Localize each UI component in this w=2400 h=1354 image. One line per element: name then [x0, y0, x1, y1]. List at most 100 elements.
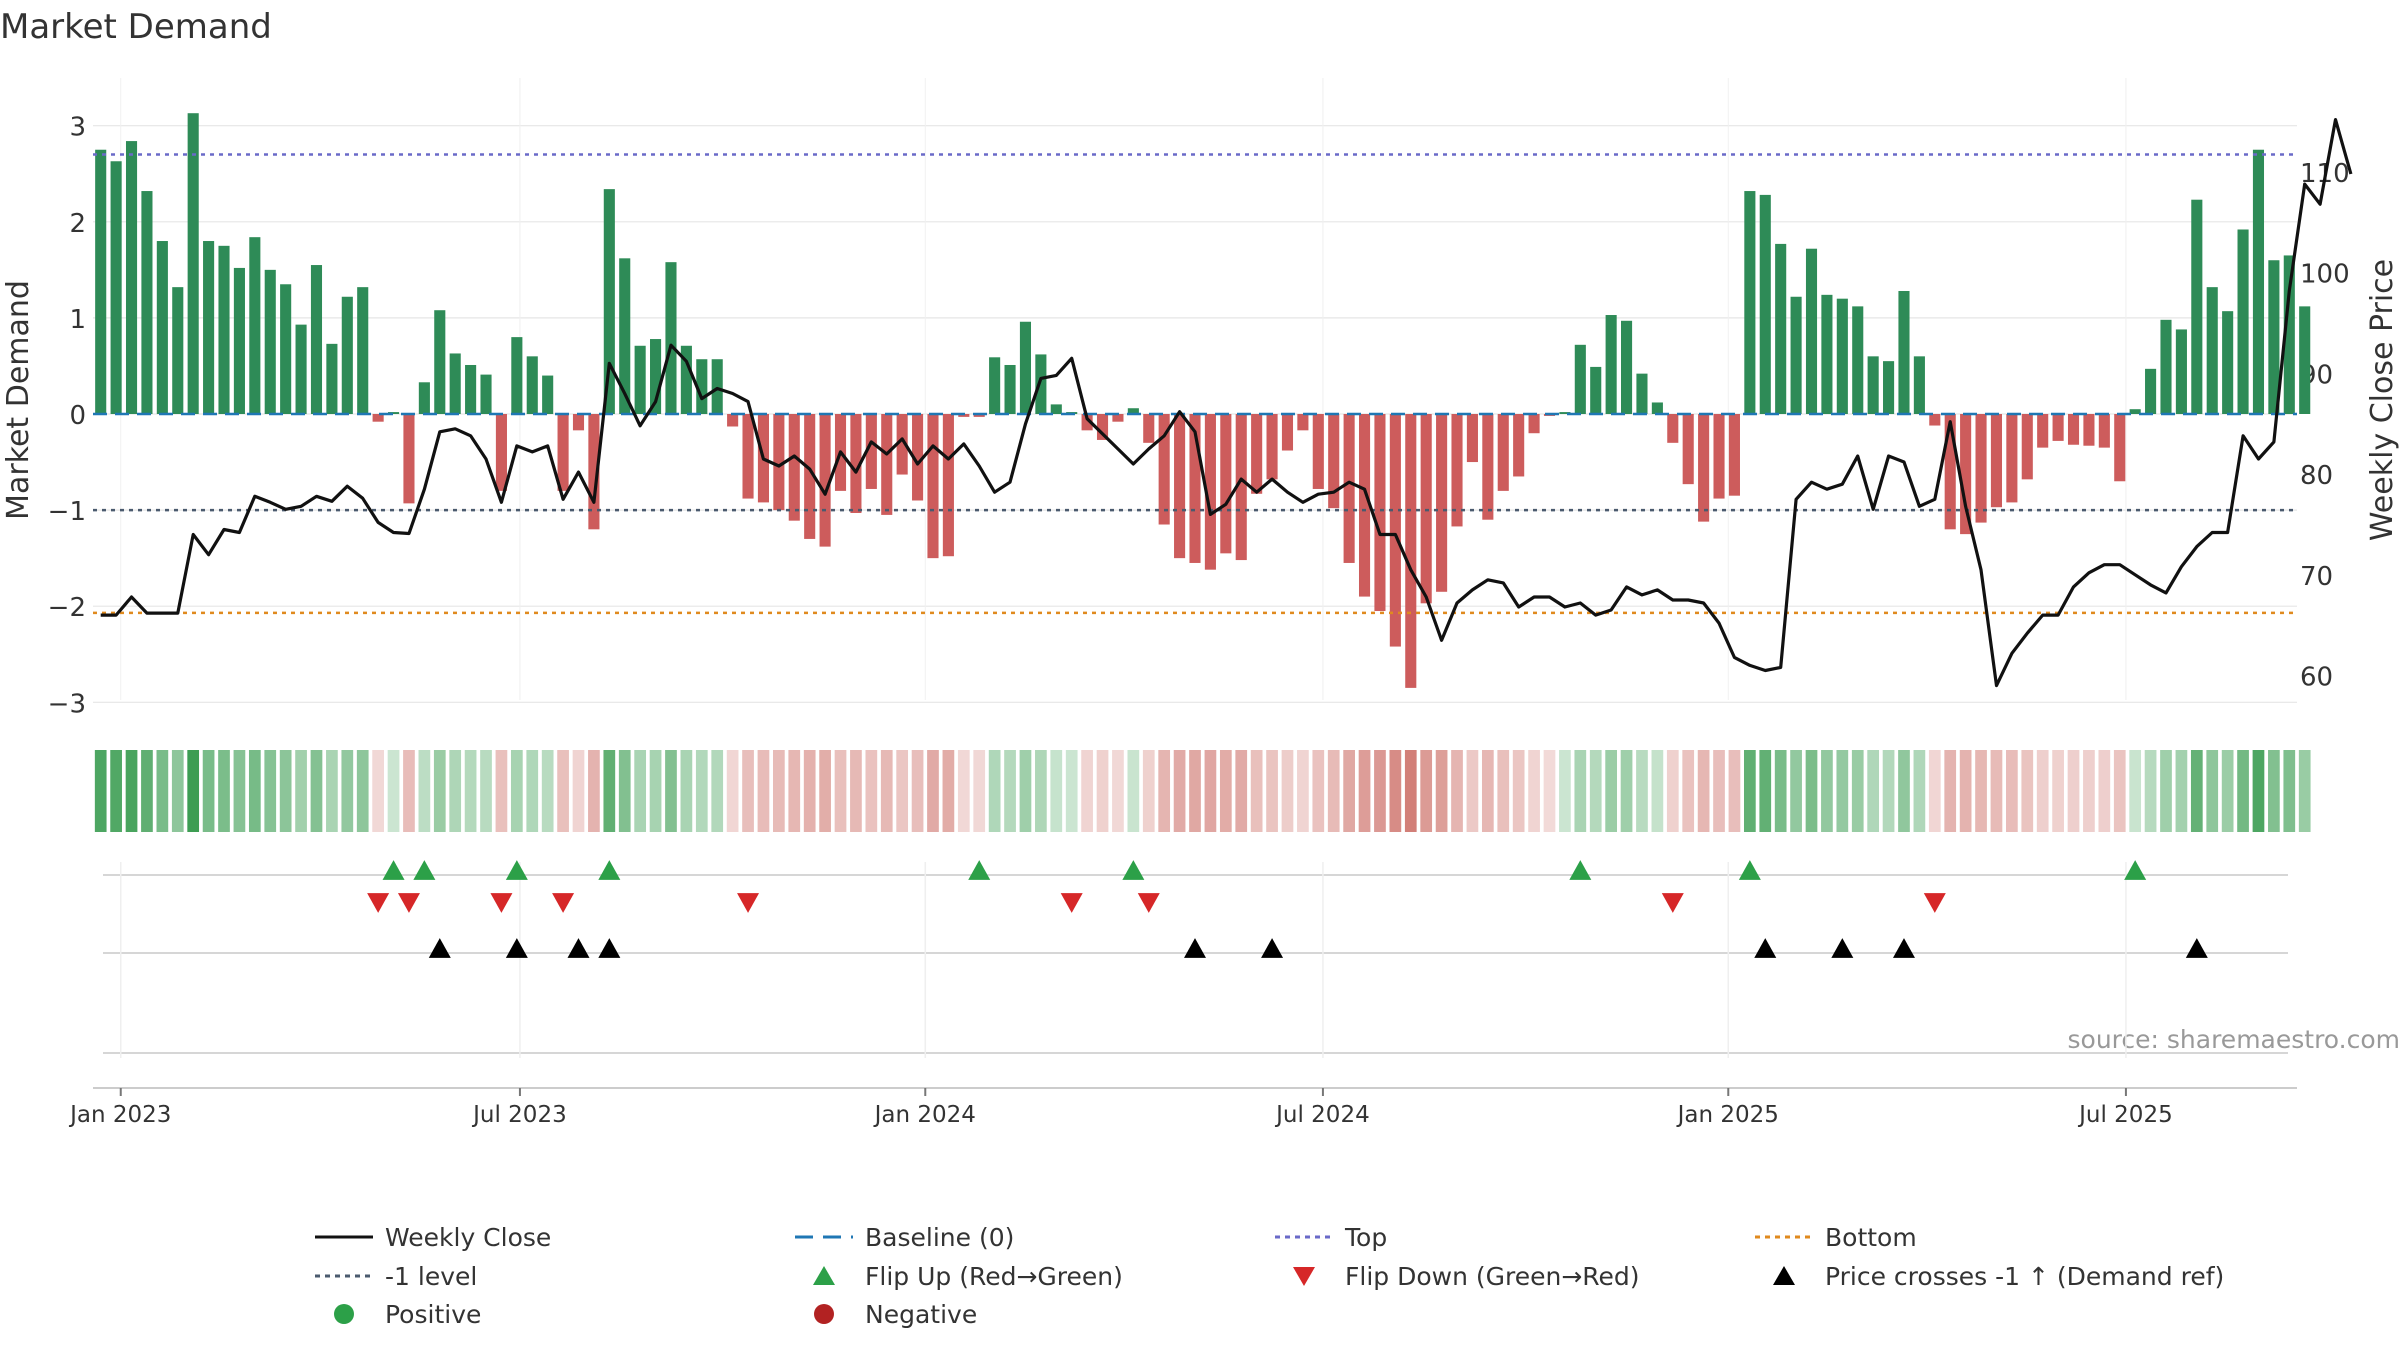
price-cross-marker — [1893, 938, 1915, 958]
heat-strip-cell — [2114, 750, 2126, 832]
legend-item: Negative — [814, 1300, 977, 1329]
demand-bar-negative — [2114, 414, 2125, 481]
demand-bar-positive — [1898, 291, 1909, 414]
price-cross-marker — [598, 938, 620, 958]
heat-strip-cell — [1667, 750, 1679, 832]
heat-strip-cell — [1035, 750, 1047, 832]
demand-bar-negative — [1529, 414, 1540, 433]
heat-strip-cell — [2037, 750, 2049, 832]
heat-strip-cell — [311, 750, 323, 832]
demand-bar-negative — [1374, 414, 1385, 611]
heat-strip-cell — [1590, 750, 1602, 832]
demand-bar-positive — [989, 357, 1000, 414]
legend-label: Price crosses -1 ↑ (Demand ref) — [1825, 1262, 2224, 1291]
demand-bar-positive — [141, 191, 152, 414]
demand-bar-negative — [1297, 414, 1308, 430]
heat-strip-cell — [218, 750, 230, 832]
heat-strip-cell — [1944, 750, 1956, 832]
demand-bar-positive — [203, 241, 214, 414]
demand-bar-positive — [1821, 295, 1832, 414]
heat-strip-cell — [1359, 750, 1371, 832]
heat-strip-cell — [1682, 750, 1694, 832]
demand-bar-negative — [2022, 414, 2033, 479]
heat-strip-cell — [2083, 750, 2095, 832]
heat-strip-cell — [1991, 750, 2003, 832]
legend-item: -1 level — [315, 1262, 477, 1291]
flip-down-marker — [552, 893, 574, 913]
heat-strip-cell — [1312, 750, 1324, 832]
heat-strip-cell — [1112, 750, 1124, 832]
demand-bar-positive — [2207, 287, 2218, 414]
demand-bar-positive — [1020, 322, 1031, 414]
x-tick-label: Jul 2025 — [2077, 1102, 2173, 1128]
heat-strip-cell — [1821, 750, 1833, 832]
demand-bar-positive — [188, 113, 199, 414]
heat-strip-cell — [1158, 750, 1170, 832]
y-tick-label-right: 80 — [2300, 461, 2333, 491]
y-tick-label-left: 0 — [69, 401, 86, 431]
legend-item: Baseline (0) — [795, 1223, 1014, 1252]
demand-bar-positive — [1760, 195, 1771, 414]
heat-strip-cell — [773, 750, 785, 832]
legend-label: Baseline (0) — [865, 1223, 1014, 1252]
demand-bar-positive — [157, 241, 168, 414]
x-tick-label: Jan 2023 — [68, 1102, 171, 1128]
heat-strip-cell — [1467, 750, 1479, 832]
heat-strip-cell — [1883, 750, 1895, 832]
demand-bar-positive — [480, 375, 491, 414]
heat-strip-cell — [973, 750, 985, 832]
demand-bar-positive — [2176, 329, 2187, 414]
y-tick-label-left: 2 — [69, 209, 86, 239]
heat-strip-cell — [1436, 750, 1448, 832]
demand-bar-negative — [1482, 414, 1493, 520]
flip-down-marker — [1662, 893, 1684, 913]
legend-swatch-triangle — [1773, 1266, 1795, 1285]
heat-strip-cell — [927, 750, 939, 832]
heat-strip-cell — [588, 750, 600, 832]
demand-bar-positive — [511, 337, 522, 414]
demand-bar-positive — [465, 365, 476, 414]
price-cross-marker — [429, 938, 451, 958]
heat-strip-cell — [1574, 750, 1586, 832]
heat-strip-cell — [264, 750, 276, 832]
demand-bar-positive — [1005, 365, 1016, 414]
demand-bar-negative — [742, 414, 753, 499]
heat-strip-cell — [1528, 750, 1540, 832]
heat-strip-cell — [511, 750, 523, 832]
heat-strip-cell — [804, 750, 816, 832]
demand-bar-negative — [1498, 414, 1509, 491]
demand-bar-positive — [1791, 297, 1802, 414]
demand-bar-negative — [943, 414, 954, 556]
heat-strip-cell — [603, 750, 615, 832]
y-tick-label-left: 1 — [69, 305, 86, 335]
demand-bar-negative — [1698, 414, 1709, 522]
demand-bar-positive — [665, 262, 676, 414]
heat-strip-cell — [1806, 750, 1818, 832]
heat-strip-cell — [1790, 750, 1802, 832]
y-tick-label-right: 100 — [2300, 260, 2350, 290]
heat-strip-cell — [835, 750, 847, 832]
heat-strip-cell — [1235, 750, 1247, 832]
demand-bar-positive — [1868, 356, 1879, 414]
legend-item: Bottom — [1755, 1223, 1917, 1252]
heat-strip-cell — [2176, 750, 2188, 832]
price-cross-marker — [1831, 938, 1853, 958]
heat-strip-cell — [2206, 750, 2218, 832]
demand-bar-positive — [1852, 306, 1863, 414]
legend-item: Weekly Close — [315, 1223, 551, 1252]
demand-bar-positive — [1883, 361, 1894, 414]
flip-down-marker — [1061, 893, 1083, 913]
legend-label: Negative — [865, 1300, 977, 1329]
heat-strip-cell — [1621, 750, 1633, 832]
legend-label: Weekly Close — [385, 1223, 551, 1252]
heat-strip-cell — [1266, 750, 1278, 832]
heat-strip-cell — [573, 750, 585, 832]
flip-up-marker — [506, 860, 528, 880]
heat-strip-cell — [1497, 750, 1509, 832]
heat-strip-cell — [2283, 750, 2295, 832]
legend-swatch-triangle — [1293, 1267, 1315, 1286]
legend-item: Price crosses -1 ↑ (Demand ref) — [1773, 1262, 2224, 1291]
demand-bar-positive — [2145, 369, 2156, 414]
x-tick-label: Jan 2024 — [873, 1102, 976, 1128]
